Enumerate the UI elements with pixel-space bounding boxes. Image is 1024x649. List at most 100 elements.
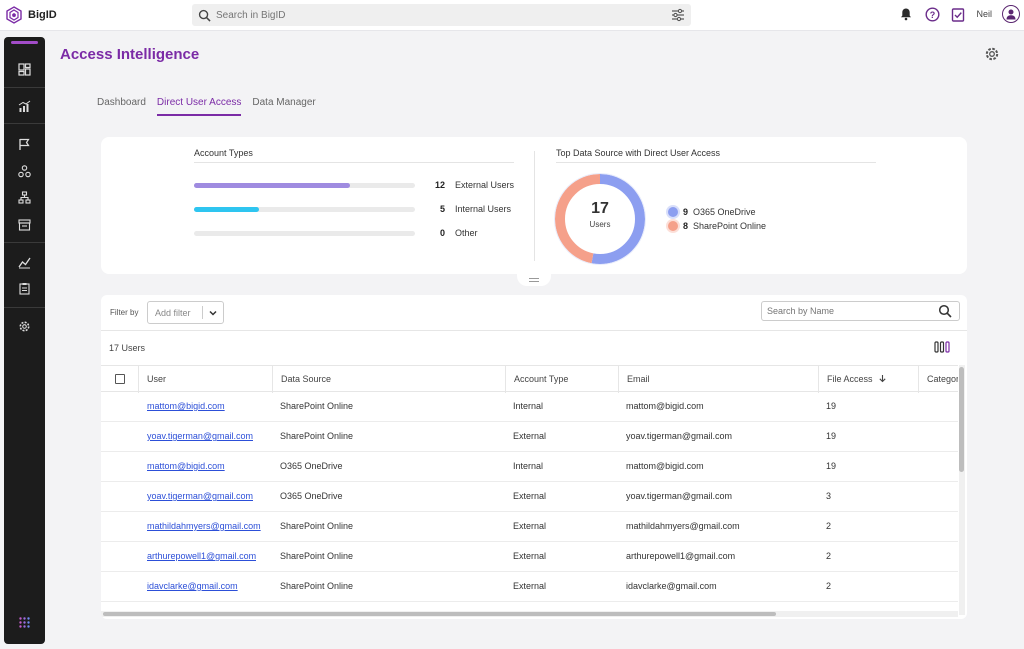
cell-account-type: External (513, 581, 547, 591)
legend-dot-sharepoint (668, 221, 678, 231)
column-header-category[interactable]: Categor (918, 366, 958, 393)
cell-account-type: Internal (513, 461, 544, 471)
column-header-user[interactable]: User (138, 366, 272, 393)
cell-user[interactable]: yoav.tigerman@gmail.com (147, 431, 254, 441)
cell-data-source: SharePoint Online (280, 521, 354, 531)
reports-icon (18, 100, 30, 112)
tab-data-manager[interactable]: Data Manager (252, 97, 316, 108)
collapse-summary-handle[interactable] (517, 273, 551, 286)
cluster-icon (17, 164, 31, 177)
clipboard-icon (18, 282, 30, 295)
cell-file-access: 2 (826, 521, 832, 531)
sidebar-item-settings[interactable] (16, 318, 32, 334)
external-users-bar (194, 183, 415, 188)
sidebar-item-inventory[interactable] (16, 216, 32, 232)
page-settings-icon[interactable] (984, 46, 1000, 62)
sidebar (4, 37, 45, 644)
filter-settings-icon[interactable] (671, 8, 685, 22)
sidebar-item-reports[interactable] (16, 98, 32, 114)
horizontal-scrollbar[interactable] (101, 611, 958, 617)
cell-email: yoav.tigerman@gmail.com (626, 491, 733, 501)
avatar-icon (1006, 9, 1016, 20)
legend-item-sharepoint: 8 SharePoint Online (668, 221, 766, 231)
table-row[interactable]: idavclarke@gmail.com SharePoint Online Ext… (101, 572, 958, 602)
legend-item-onedrive: 9 O365 OneDrive (668, 207, 756, 217)
hierarchy-icon (17, 190, 31, 204)
columns-icon[interactable] (934, 340, 950, 354)
tab-dashboard[interactable]: Dashboard (97, 97, 146, 108)
other-users-count: 0 (439, 228, 445, 238)
cell-user[interactable]: mattom@bigid.com (147, 401, 225, 411)
sidebar-item-hierarchy[interactable] (16, 189, 32, 205)
svg-text:?: ? (930, 9, 936, 19)
cell-user[interactable]: mathildahmyers@gmail.com (147, 521, 261, 531)
sidebar-item-analytics[interactable] (16, 254, 32, 270)
internal-users-bar-fill (194, 207, 259, 212)
global-search[interactable] (192, 4, 691, 26)
avatar[interactable] (1002, 5, 1020, 23)
bell-icon (901, 8, 912, 21)
section-divider (556, 162, 876, 163)
users-count: 17 Users (109, 343, 146, 353)
external-users-label: External Users (455, 180, 515, 190)
top-actions: ? Neil (898, 5, 1020, 23)
column-header-file-access[interactable]: File Access (818, 366, 918, 393)
name-search-input[interactable] (767, 306, 935, 316)
column-header-email[interactable]: Email (618, 366, 818, 393)
sidebar-item-clipboard[interactable] (16, 280, 32, 296)
cell-user[interactable]: mattom@bigid.com (147, 461, 225, 471)
app-logo[interactable]: BigID (6, 6, 57, 24)
column-header-data-source[interactable]: Data Source (272, 366, 505, 393)
legend-dot-onedrive (668, 207, 678, 217)
donut-total-label: Users (589, 220, 611, 229)
name-search[interactable] (761, 301, 960, 321)
vertical-scrollbar-thumb[interactable] (959, 367, 964, 472)
toolbar-divider (101, 330, 967, 331)
table-row[interactable]: yoav.tigerman@gmail.com O365 OneDrive Exte… (101, 482, 958, 512)
donut-segment-sharepoint (555, 174, 645, 264)
cell-email: mathildahmyers@gmail.com (626, 521, 740, 531)
table-row[interactable]: yoav.tigerman@gmail.com SharePoint Online… (101, 422, 958, 452)
table-header: User Data Source Account Type Email File… (101, 365, 958, 393)
cell-email: yoav.tigerman@gmail.com (626, 431, 733, 441)
cell-file-access: 3 (826, 491, 832, 501)
help-button[interactable]: ? (924, 6, 940, 22)
table-row[interactable]: arthurepowell1@gmail.com SharePoint Onlin… (101, 542, 958, 572)
cell-data-source: SharePoint Online (280, 401, 354, 411)
table-row[interactable]: mattom@bigid.com SharePoint Online Interna… (101, 392, 958, 422)
column-header-account-type[interactable]: Account Type (505, 366, 618, 393)
users-table-card: Filter by Add filter 17 Users User Data … (101, 295, 967, 619)
global-search-input[interactable] (216, 9, 646, 21)
notifications-button[interactable] (898, 6, 914, 22)
section-divider (194, 162, 514, 163)
tasks-button[interactable] (950, 6, 966, 22)
page-title: Access Intelligence (60, 46, 200, 63)
vertical-scrollbar[interactable] (959, 365, 965, 615)
sidebar-item-dashboard[interactable] (16, 61, 32, 77)
horizontal-scrollbar-thumb[interactable] (103, 612, 776, 616)
dashboard-icon (17, 62, 31, 76)
search-icon[interactable] (938, 304, 952, 318)
apps-grid-icon (18, 616, 30, 628)
table-row[interactable]: mathildahmyers@gmail.com SharePoint Onlin… (101, 512, 958, 542)
user-name[interactable]: Neil (976, 9, 992, 19)
sidebar-divider (4, 87, 45, 88)
cell-account-type: External (513, 521, 547, 531)
external-users-count: 12 (434, 180, 445, 190)
sidebar-item-apps[interactable] (16, 614, 32, 630)
select-all-checkbox[interactable] (115, 374, 125, 384)
cell-file-access: 2 (826, 551, 832, 561)
sidebar-item-cluster[interactable] (16, 163, 32, 179)
legend-label-onedrive: O365 OneDrive (693, 207, 756, 217)
cell-user[interactable]: idavclarke@gmail.com (147, 581, 238, 591)
sidebar-item-flags[interactable] (16, 136, 32, 152)
help-icon: ? (925, 6, 940, 22)
app-name: BigID (28, 9, 57, 21)
cell-user[interactable]: arthurepowell1@gmail.com (147, 551, 257, 561)
cell-user[interactable]: yoav.tigerman@gmail.com (147, 491, 254, 501)
tab-direct-user-access[interactable]: Direct User Access (156, 97, 242, 116)
search-icon (198, 9, 211, 22)
add-filter-dropdown[interactable]: Add filter (147, 301, 224, 324)
table-row[interactable]: mattom@bigid.com O365 OneDrive Internal mat… (101, 452, 958, 482)
bigid-logo-icon (6, 6, 22, 24)
